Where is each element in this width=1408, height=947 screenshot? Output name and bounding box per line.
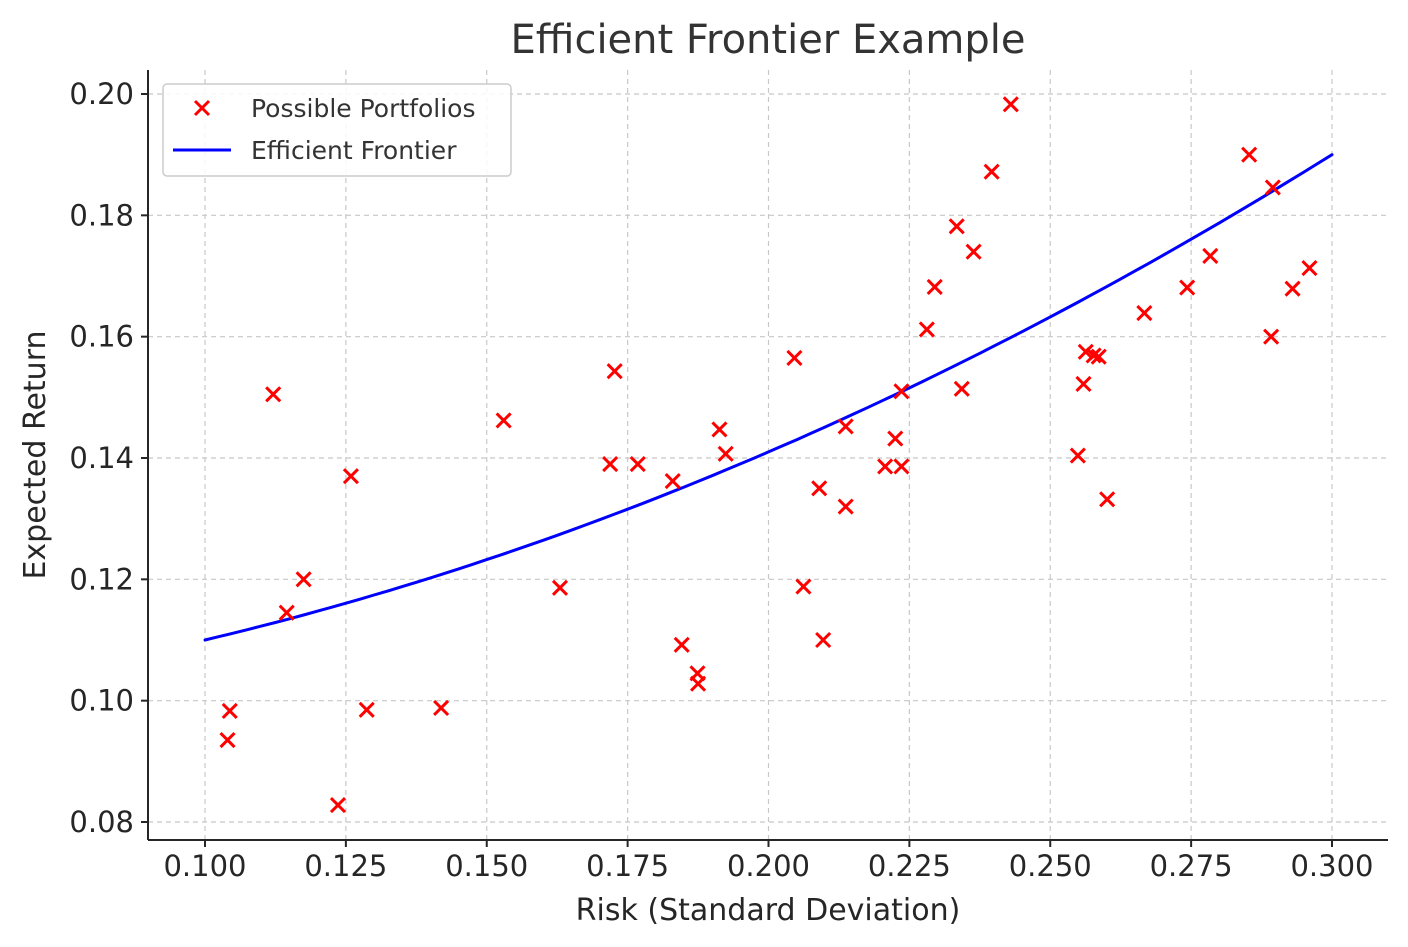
- y-tick-label: 0.14: [69, 441, 134, 475]
- legend-box: [162, 83, 512, 177]
- portfolio-point: [1085, 347, 1102, 364]
- portfolio-point: [1077, 343, 1094, 360]
- portfolio-point: [342, 468, 360, 485]
- portfolio-point: [918, 321, 935, 338]
- y-tick-label: 0.12: [69, 562, 134, 596]
- x-tick-label: 0.300: [1290, 849, 1373, 883]
- portfolio-point: [837, 418, 854, 435]
- portfolio-point: [1264, 179, 1281, 196]
- portfolio-point: [329, 796, 347, 814]
- portfolio-point: [786, 349, 803, 366]
- portfolio-point: [1075, 375, 1092, 393]
- portfolio-point: [1099, 491, 1116, 508]
- portfolio-point: [711, 421, 728, 438]
- portfolio-point: [1069, 447, 1086, 464]
- portfolio-point: [926, 278, 943, 295]
- portfolio-point: [1090, 348, 1107, 365]
- y-axis-label: Expected Return: [18, 330, 53, 579]
- portfolio-point: [606, 363, 623, 380]
- portfolio-point: [811, 480, 828, 497]
- ticks: 0.100 0.125 0.150 0.175 0.200 0.225 0.250 0.275…: [69, 77, 1373, 883]
- portfolio-point: [1301, 260, 1318, 277]
- portfolio-point: [1179, 279, 1196, 296]
- x-tick-label: 0.100: [163, 849, 246, 883]
- legend-marker-possible-portfolios: [193, 99, 211, 117]
- y-tick-label: 0.18: [69, 198, 134, 232]
- x-tick-label: 0.125: [304, 849, 387, 883]
- axes: [147, 70, 1388, 841]
- grid: [148, 70, 1388, 840]
- portfolio-point: [983, 163, 1000, 180]
- portfolio-point: [815, 631, 832, 649]
- y-tick-label: 0.20: [69, 77, 134, 111]
- portfolio-point: [893, 458, 910, 475]
- portfolio-point: [795, 578, 812, 595]
- x-tick-label: 0.250: [1009, 849, 1092, 883]
- x-tick-label: 0.175: [586, 849, 669, 883]
- portfolio-point: [278, 604, 295, 621]
- portfolio-point: [1263, 328, 1280, 345]
- portfolio-point: [602, 456, 619, 473]
- portfolio-point: [887, 430, 904, 447]
- x-axis-label: Risk (Standard Deviation): [576, 893, 961, 928]
- series: [203, 96, 1334, 814]
- portfolio-point: [965, 243, 982, 260]
- portfolio-point: [953, 380, 970, 397]
- portfolio-point: [551, 579, 569, 596]
- portfolio-point: [948, 218, 965, 235]
- portfolio-point: [219, 732, 236, 749]
- chart-title: Efficient Frontier Example: [511, 17, 1026, 63]
- x-tick-label: 0.150: [445, 849, 528, 883]
- portfolio-point: [221, 702, 238, 720]
- portfolio-point: [1202, 247, 1219, 265]
- portfolio-point: [690, 675, 707, 692]
- portfolio-point: [495, 412, 512, 429]
- x-tick-label: 0.275: [1150, 849, 1233, 883]
- legend-label-efficient-frontier: Efficient Frontier: [251, 136, 457, 165]
- x-tick-label: 0.200: [727, 849, 810, 883]
- y-tick-label: 0.10: [69, 684, 134, 718]
- portfolio-point: [1284, 280, 1301, 297]
- legend: Possible Portfolios Efficient Frontier: [162, 83, 512, 177]
- portfolio-point: [358, 701, 375, 718]
- portfolio-point: [717, 445, 734, 462]
- legend-label-possible-portfolios: Possible Portfolios: [251, 94, 476, 123]
- portfolio-point: [629, 456, 646, 473]
- portfolio-point: [877, 458, 894, 475]
- y-tick-label: 0.16: [69, 320, 134, 354]
- portfolio-point: [1136, 304, 1153, 322]
- portfolio-point: [1002, 96, 1019, 113]
- portfolio-point: [673, 636, 690, 653]
- portfolio-point: [893, 383, 910, 400]
- portfolio-point: [664, 472, 681, 490]
- portfolio-point: [433, 699, 450, 717]
- portfolio-point: [1241, 146, 1258, 163]
- portfolio-point: [837, 498, 854, 515]
- efficient-frontier-line: [203, 153, 1334, 642]
- portfolio-point: [295, 571, 312, 588]
- y-tick-label: 0.08: [69, 805, 134, 839]
- x-tick-label: 0.225: [868, 849, 951, 883]
- portfolio-point: [265, 386, 282, 403]
